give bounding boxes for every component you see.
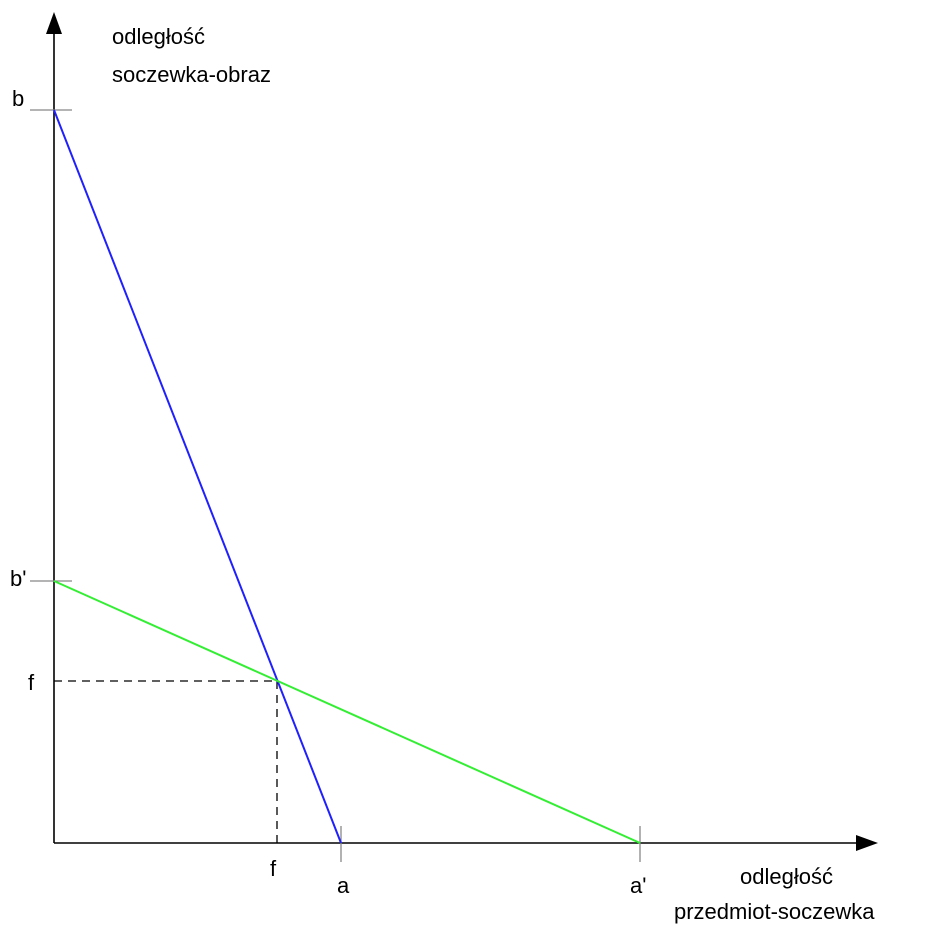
blue-line-b-to-a <box>53 109 342 844</box>
green-line-b-prime-to-a-prime <box>53 580 641 844</box>
y-axis-arrow-icon <box>46 12 62 34</box>
label-f-y: f <box>28 670 35 695</box>
label-f-x: f <box>270 856 277 881</box>
x-axis-title-line2: przedmiot-soczewka <box>674 899 875 924</box>
y-axis-title-line1: odległość <box>112 24 205 49</box>
x-axis-title-line1: odległość <box>740 864 833 889</box>
label-a: a <box>337 873 350 898</box>
y-axis-title-line2: soczewka-obraz <box>112 62 271 87</box>
label-a-prime: a' <box>630 873 646 898</box>
label-b-prime: b' <box>10 566 26 591</box>
label-b: b <box>12 86 24 111</box>
x-axis-arrow-icon <box>856 835 878 851</box>
